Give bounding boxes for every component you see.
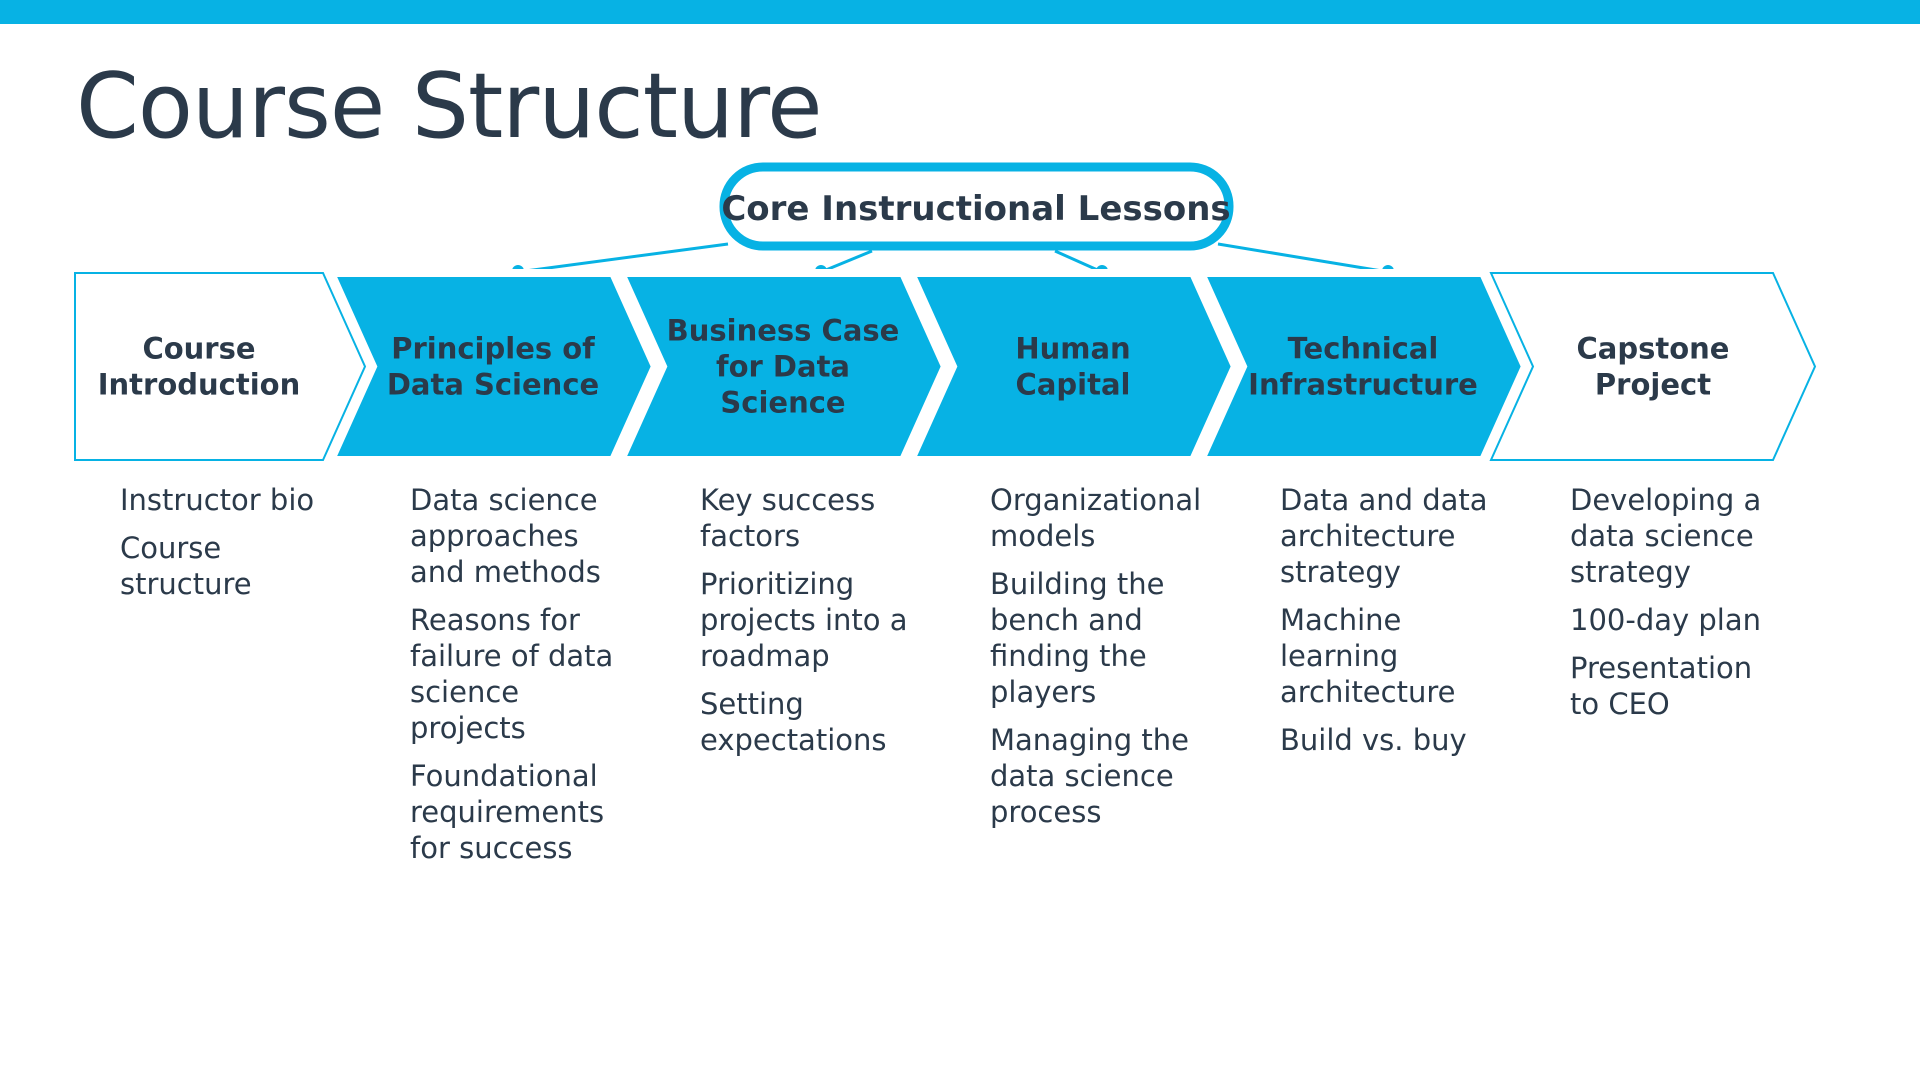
core-lessons-pill: Core Instructional Lessons: [719, 162, 1234, 251]
stage-items-5: Data and data architecture strategy Machi…: [1280, 482, 1500, 770]
connector-line-2: [820, 249, 873, 274]
connector-line-4: [1217, 242, 1389, 274]
stage-item: Setting expectations: [700, 687, 887, 757]
stage-title-line: Principles of: [391, 332, 595, 366]
stage-item: Build vs. buy: [1280, 723, 1467, 757]
stage-item: Reasons for failure of data science proj…: [410, 603, 614, 745]
stage-item: Managing the data science process: [990, 723, 1190, 829]
stage-chevrons: Course Introduction Principles of Data Scie…: [74, 269, 1817, 464]
stage-title-line: Course: [142, 332, 255, 366]
stage-item: Presentation to CEO: [1570, 651, 1753, 721]
stage-chevron-4: [904, 269, 1240, 464]
stage-title-line: Science: [720, 386, 845, 420]
stage-title-line: Infrastructure: [1248, 368, 1478, 402]
stage-items-2: Data science approaches and methods Reaso…: [410, 482, 630, 878]
core-lessons-pill-border: [719, 162, 1234, 251]
page-title: Course Structure: [76, 54, 822, 159]
stage-item: Instructor bio: [120, 483, 315, 517]
stage-items-1: Instructor bio Course structure: [120, 482, 340, 614]
stage-title-5: Technical Infrastructure: [1248, 332, 1478, 402]
stage-title-line: Data Science: [387, 368, 599, 402]
top-accent-bar: [0, 0, 1920, 24]
connector-line-3: [1054, 249, 1103, 274]
stage-title-2: Principles of Data Science: [387, 332, 599, 402]
stage-items-6: Developing a data science strategy 100-da…: [1570, 482, 1790, 734]
stage-title-line: for Data: [716, 350, 850, 384]
stage-item: Data science approaches and methods: [410, 483, 601, 589]
stage-item: Machine learning architecture: [1280, 603, 1456, 709]
stage-title-4: Human Capital: [1015, 332, 1130, 402]
stage-title-1: Course Introduction: [98, 332, 301, 402]
stage-item: Building the bench and finding the playe…: [990, 567, 1165, 709]
stage-item: Key success factors: [700, 483, 876, 553]
stage-title-6: Capstone Project: [1577, 332, 1730, 402]
stage-item: Data and data architecture strategy: [1280, 483, 1488, 589]
stage-items-4: Organizational models Building the bench …: [990, 482, 1210, 842]
stage-item: 100-day plan: [1570, 603, 1761, 637]
stage-chevron-1: [74, 272, 367, 461]
connector-line-1: [517, 242, 729, 274]
stage-chevron-2: [324, 269, 660, 464]
stage-title-line: Business Case: [667, 314, 900, 348]
stage-items-3: Key success factors Prioritizing projects…: [700, 482, 920, 770]
stage-item: Prioritizing projects into a roadmap: [700, 567, 908, 673]
stage-item: Foundational requirements for success: [410, 759, 605, 865]
stage-item: Developing a data science strategy: [1570, 483, 1762, 589]
stage-chevron-3: [614, 269, 950, 464]
stage-item: Organizational models: [990, 483, 1202, 553]
stage-title-line: Human: [1015, 332, 1130, 366]
stage-chevron-6: [1489, 272, 1817, 461]
stage-title-3: Business Case for Data Science: [667, 314, 900, 420]
stage-title-line: Capital: [1016, 368, 1131, 402]
stage-item: Course structure: [120, 531, 252, 601]
stage-title-line: Capstone: [1577, 332, 1730, 366]
stage-chevron-5: [1194, 269, 1530, 464]
stage-title-line: Technical: [1288, 332, 1439, 366]
stage-title-line: Project: [1595, 368, 1711, 402]
stage-title-line: Introduction: [98, 368, 301, 402]
core-lessons-label: Core Instructional Lessons: [721, 189, 1230, 229]
